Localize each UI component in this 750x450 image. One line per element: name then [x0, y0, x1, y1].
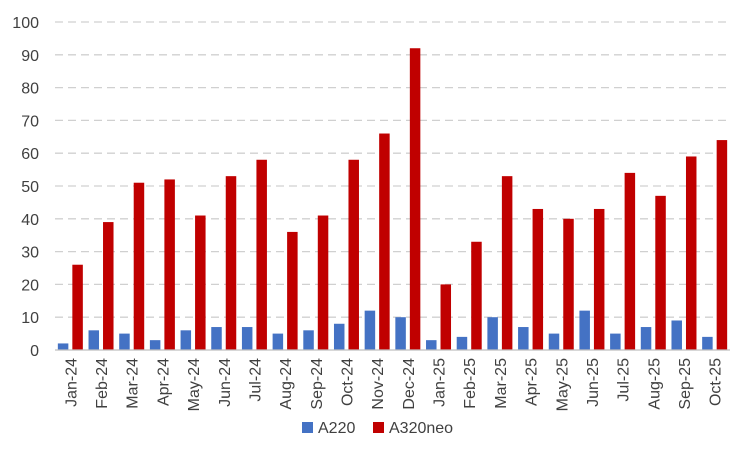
bar-a320neo: [72, 264, 83, 350]
bar-a220: [211, 327, 222, 350]
x-tick-label: May-24: [186, 358, 203, 411]
x-tick-label: Jul-24: [247, 358, 264, 402]
x-tick-label: Mar-24: [125, 358, 142, 409]
x-tick-label: Jul-25: [616, 358, 633, 402]
bar-a320neo: [348, 159, 359, 350]
legend-label: A220: [318, 420, 355, 437]
bar-a320neo: [440, 284, 452, 350]
bar-a320neo: [256, 159, 267, 350]
y-tick-label: 60: [21, 146, 39, 163]
bar-a320neo: [593, 208, 605, 350]
x-tick-label: Apr-24: [155, 358, 172, 406]
bar-a220: [640, 327, 652, 350]
x-tick-label: Feb-24: [94, 358, 111, 409]
x-tick-label: Jan-25: [432, 358, 449, 407]
x-tick-label: Nov-24: [370, 358, 387, 410]
gridlines: [55, 21, 730, 318]
y-tick-label: 10: [21, 310, 39, 327]
x-tick-label: Jun-24: [217, 358, 234, 407]
bar-a320neo: [133, 182, 145, 350]
y-tick-label: 100: [12, 15, 39, 32]
bar-a220: [456, 336, 468, 350]
x-tick-label: Oct-24: [339, 358, 356, 406]
bar-a220: [241, 327, 253, 350]
y-tick-label: 40: [21, 212, 39, 229]
legend-swatch: [373, 422, 384, 433]
x-tick-label: Feb-25: [462, 358, 479, 409]
bar-a320neo: [317, 215, 329, 350]
bar-a220: [487, 317, 498, 350]
bar-a320neo: [287, 231, 298, 350]
legend: A220 A320neo: [302, 420, 453, 437]
bar-a220: [702, 336, 713, 350]
x-tick-label: May-25: [554, 358, 571, 411]
bar-a220: [303, 330, 314, 350]
bar-a320neo: [716, 140, 728, 350]
x-tick-label: Jan-24: [63, 358, 80, 407]
bar-a320neo: [624, 172, 636, 350]
bar-a220: [149, 340, 161, 350]
y-tick-label: 80: [21, 81, 39, 98]
x-tick-label: Mar-25: [493, 358, 510, 409]
bar-a220: [610, 333, 621, 350]
bar-a320neo: [103, 222, 114, 350]
x-tick-label: Dec-24: [401, 358, 418, 410]
x-tick-label: Aug-24: [278, 358, 295, 410]
y-tick-label: 20: [21, 277, 39, 294]
x-tick-label: Jun-25: [585, 358, 602, 407]
bar-a320neo: [195, 215, 206, 350]
y-tick-label: 50: [21, 179, 39, 196]
bar-a320neo: [655, 195, 666, 350]
bar-a220: [333, 323, 345, 350]
x-tick-label: Aug-25: [646, 358, 663, 410]
bar-a320neo: [532, 208, 544, 350]
bar-a220: [88, 330, 100, 350]
bar-a320neo: [225, 176, 237, 350]
bar-a320neo: [685, 156, 697, 350]
y-tick-label: 70: [21, 113, 39, 130]
y-tick-label: 90: [21, 48, 39, 65]
bar-a320neo: [409, 48, 421, 351]
bar-a220: [57, 343, 69, 350]
bar-a220: [119, 333, 130, 350]
bar-a220: [395, 317, 406, 350]
bar-a220: [272, 333, 284, 350]
y-tick-label: 30: [21, 245, 39, 262]
x-tick-label: Oct-25: [708, 358, 725, 406]
bar-a220: [548, 333, 560, 350]
x-axis: Jan-24 Feb-24 Mar-24 Apr-24 May-24 Jun-24 Jul-…: [55, 349, 730, 411]
bar-a220: [426, 340, 437, 350]
x-tick-label: Sep-25: [677, 358, 694, 410]
bar-a320neo: [501, 176, 513, 350]
x-tick-label: Sep-24: [309, 358, 326, 410]
bar-a220: [364, 310, 376, 350]
bar-a220: [671, 320, 682, 350]
bars: [57, 48, 728, 351]
bar-a220: [518, 327, 529, 350]
bar-a320neo: [379, 133, 390, 350]
legend-label: A320neo: [389, 420, 453, 437]
bar-a220: [180, 330, 192, 350]
x-tick-label: Apr-25: [524, 358, 541, 406]
bar-a320neo: [563, 218, 574, 350]
y-axis: 0 10 20 30 40 50 60 70 80 90 100: [12, 15, 39, 360]
legend-swatch: [302, 422, 313, 433]
bar-a220: [579, 310, 590, 350]
bar-a320neo: [471, 241, 482, 350]
y-tick-label: 0: [30, 343, 39, 360]
bar-a320neo: [164, 179, 175, 350]
